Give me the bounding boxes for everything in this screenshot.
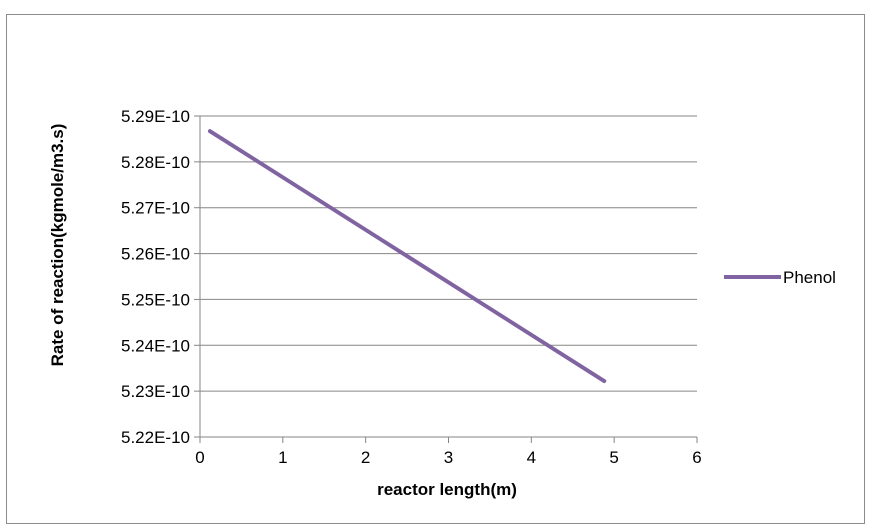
x-tick-labels: 0 1 2 3 4 5 6 — [195, 437, 702, 467]
chart-frame — [6, 14, 865, 524]
x-tick-label-4: 4 — [527, 448, 536, 467]
legend-label-phenol: Phenol — [783, 268, 836, 287]
y-tick-label-6: 5.28E-10 — [121, 153, 190, 172]
series-line-phenol — [207, 129, 607, 384]
x-tick-label-2: 2 — [361, 448, 370, 467]
x-tick-label-5: 5 — [609, 448, 618, 467]
y-tick-labels: 5.22E-10 5.23E-10 5.24E-10 5.25E-10 5.26E-10… — [121, 107, 200, 447]
y-axis-title: Rate of reaction(kgmole/m3.s) — [48, 124, 67, 367]
series-lines — [207, 129, 607, 384]
grid-lines — [200, 115, 697, 392]
legend: Phenol — [724, 268, 836, 287]
y-tick-label-7: 5.29E-10 — [121, 107, 190, 126]
y-tick-label-3: 5.25E-10 — [121, 290, 190, 309]
x-tick-label-1: 1 — [278, 448, 287, 467]
x-tick-label-0: 0 — [195, 448, 204, 467]
axes — [199, 116, 697, 438]
y-tick-label-2: 5.24E-10 — [121, 336, 190, 355]
y-tick-label-1: 5.23E-10 — [121, 382, 190, 401]
y-tick-label-0: 5.22E-10 — [121, 428, 190, 447]
y-tick-label-4: 5.26E-10 — [121, 245, 190, 264]
x-axis-title: reactor length(m) — [377, 480, 517, 499]
x-tick-label-3: 3 — [444, 448, 453, 467]
x-tick-label-6: 6 — [692, 448, 701, 467]
y-tick-label-5: 5.27E-10 — [121, 199, 190, 218]
